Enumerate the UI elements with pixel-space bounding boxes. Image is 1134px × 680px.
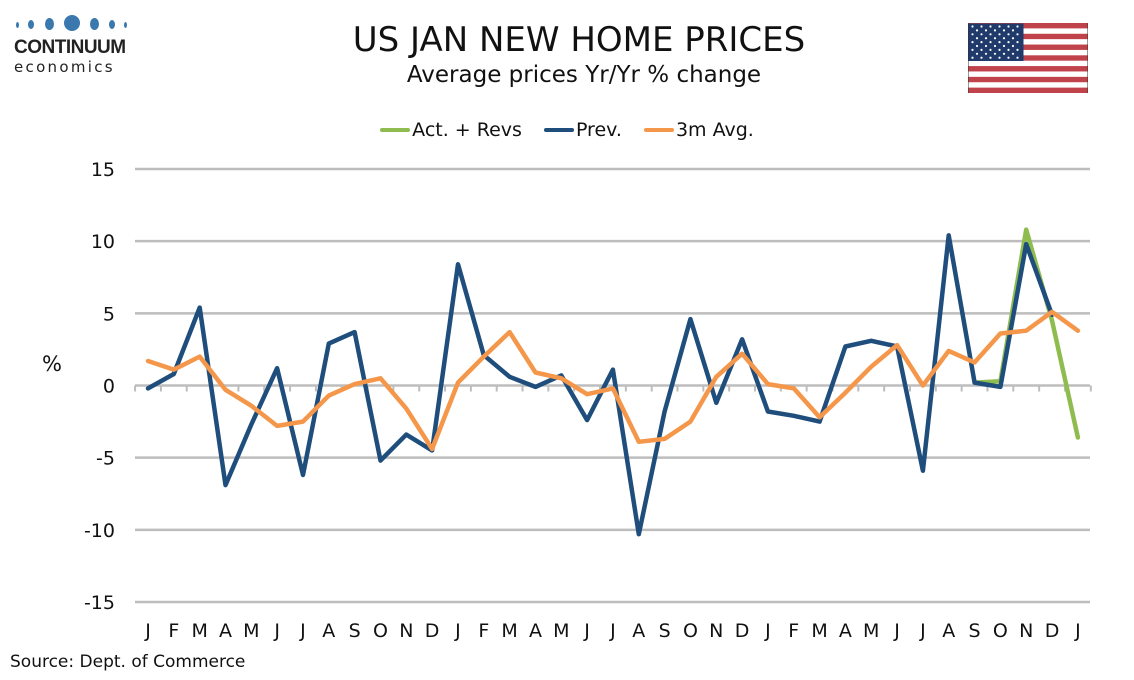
y-tick-label: 10 <box>91 231 115 253</box>
x-tick-label: J <box>299 620 306 642</box>
x-tick-label: O <box>993 620 1008 642</box>
legend-swatch-prev <box>543 128 574 132</box>
x-tick-label: M <box>501 620 517 642</box>
x-tick-label: S <box>659 620 671 642</box>
logo-name: CONTINUUM <box>14 37 126 58</box>
legend-swatch-3m-avg <box>643 128 674 132</box>
x-tick-label: A <box>322 620 335 642</box>
x-tick-label: O <box>683 620 698 642</box>
x-tick-label: A <box>529 620 542 642</box>
x-tick-label: F <box>788 620 799 642</box>
chart-subtitle: Average prices Yr/Yr % change <box>406 62 762 88</box>
us-flag-icon <box>968 23 1088 93</box>
x-tick-label: M <box>863 620 879 642</box>
x-tick-label: M <box>553 620 569 642</box>
y-axis-label: % <box>42 352 62 376</box>
x-tick-label: F <box>168 620 179 642</box>
y-tick-label: -15 <box>84 592 115 614</box>
x-tick-label: J <box>583 620 590 642</box>
series-line-act-revs <box>972 227 1081 440</box>
legend-item-act-revs: Act. + Revs <box>380 119 522 141</box>
x-tick-label: D <box>425 620 440 642</box>
x-tick-label: M <box>243 620 259 642</box>
x-tick-label: N <box>709 620 723 642</box>
continuum-logo: CONTINUUM economics <box>14 14 134 76</box>
x-tick-label: J <box>919 620 926 642</box>
legend-label-3m-avg: 3m Avg. <box>675 119 754 141</box>
x-tick-label: M <box>811 620 827 642</box>
y-tick-label: -5 <box>96 448 115 470</box>
x-tick-label: J <box>893 620 900 642</box>
x-tick-label: J <box>273 620 280 642</box>
x-tick-label: J <box>609 620 616 642</box>
x-tick-label: J <box>1074 620 1081 642</box>
x-tick-label: J <box>454 620 461 642</box>
x-tick-label: O <box>373 620 388 642</box>
x-tick-label: J <box>144 620 151 642</box>
x-tick-label: S <box>349 620 361 642</box>
legend-swatch-act-revs <box>380 128 411 132</box>
x-tick-label: A <box>839 620 852 642</box>
legend-label-prev: Prev. <box>575 119 622 141</box>
y-tick-label: 0 <box>103 376 115 398</box>
source-note: Source: Dept. of Commerce <box>10 652 246 672</box>
x-tick-label: A <box>632 620 645 642</box>
chart-title: US JAN NEW HOME PRICES <box>352 20 806 60</box>
legend-label-act-revs: Act. + Revs <box>412 119 522 141</box>
x-tick-label: N <box>399 620 413 642</box>
x-tick-label: D <box>1045 620 1060 642</box>
y-tick-label: 15 <box>91 159 115 181</box>
x-tick-label: F <box>478 620 489 642</box>
legend-item-3m-avg: 3m Avg. <box>643 119 754 141</box>
chart-legend: Act. + Revs Prev. 3m Avg. <box>0 119 1134 141</box>
x-tick-label: S <box>969 620 981 642</box>
y-tick-label: 5 <box>103 303 115 325</box>
logo-dots-icon <box>14 14 134 36</box>
series-line-prev <box>145 233 1055 537</box>
x-tick-label: N <box>1019 620 1033 642</box>
logo-subtitle: economics <box>14 58 115 76</box>
x-tick-label: J <box>764 620 771 642</box>
x-tick-label: D <box>735 620 750 642</box>
x-tick-label: A <box>219 620 232 642</box>
y-tick-label: -10 <box>84 520 115 542</box>
x-tick-label: A <box>942 620 955 642</box>
x-tick-label: M <box>191 620 207 642</box>
legend-item-prev: Prev. <box>543 119 622 141</box>
